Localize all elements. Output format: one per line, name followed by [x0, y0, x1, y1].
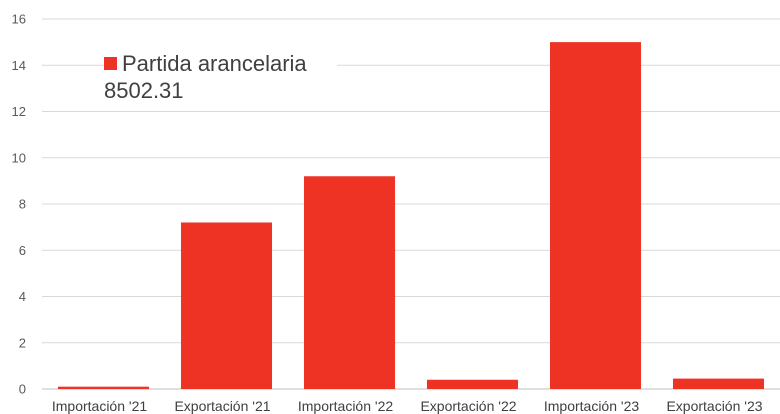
y-tick-label: 0 [19, 382, 26, 397]
bar [57, 386, 150, 389]
x-tick-label: Exportación '22 [420, 398, 516, 414]
y-tick-label: 2 [19, 335, 26, 350]
legend-swatch [104, 57, 117, 70]
y-tick-label: 12 [12, 104, 26, 119]
x-tick-label: Exportación '23 [666, 398, 762, 414]
x-tick-label: Importación '23 [544, 398, 639, 414]
x-tick-label: Importación '22 [298, 398, 393, 414]
bar [549, 42, 642, 389]
bar [426, 379, 519, 389]
y-tick-label: 8 [19, 197, 26, 212]
bar [180, 222, 273, 389]
bars [57, 42, 765, 389]
y-tick-label: 10 [12, 150, 26, 165]
x-axis-ticks: Importación '21 Exportación '21 Importació… [52, 398, 763, 414]
legend: Partida arancelaria 8502.31 [104, 48, 337, 110]
x-tick-label: Importación '21 [52, 398, 147, 414]
gridlines [42, 18, 780, 390]
legend-label: Partida arancelaria 8502.31 [104, 51, 307, 103]
x-tick-label: Exportación '21 [174, 398, 270, 414]
y-tick-label: 6 [19, 243, 26, 258]
y-tick-label: 16 [12, 12, 26, 27]
y-tick-label: 14 [12, 58, 26, 73]
bar [303, 176, 396, 389]
bar [672, 378, 765, 389]
y-axis-ticks: 0 2 4 6 8 10 12 14 16 [12, 12, 26, 397]
y-tick-label: 4 [19, 289, 26, 304]
